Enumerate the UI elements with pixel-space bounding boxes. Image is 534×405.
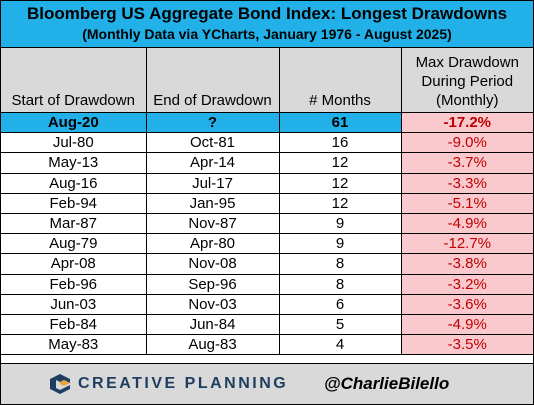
cell-months: 12 — [278, 152, 401, 174]
cell-start: Aug-79 — [1, 233, 146, 255]
cell-months: 9 — [278, 213, 401, 235]
cell-end: Aug-83 — [145, 334, 279, 356]
table-row: Apr-08 Nov-08 8 -3.8% — [1, 253, 533, 275]
cell-end: Sep-96 — [145, 274, 279, 295]
author-handle: @CharlieBilello — [324, 374, 450, 393]
cell-start: May-83 — [1, 334, 146, 356]
cell-max-drawdown: -3.7% — [400, 152, 533, 174]
table-body: Aug-20? 61 -17.2% Jul-80 Oct-81 16 -9.0% May-13… — [1, 112, 533, 356]
cell-max-drawdown: -9.0% — [400, 132, 533, 154]
title-banner: Bloomberg US Aggregate Bond Index: Longe… — [1, 1, 533, 48]
column-header-months: # Months — [278, 48, 401, 113]
cell-months: 4 — [278, 334, 401, 356]
cell-end: Oct-81 — [145, 132, 279, 154]
cell-months: 12 — [278, 173, 401, 194]
page-title: Bloomberg US Aggregate Bond Index: Longe… — [26, 4, 508, 23]
cell-months: 9 — [278, 233, 401, 255]
cell-end: Jan-95 — [145, 193, 279, 214]
footer-bar: CREATIVE PLANNING @CharlieBilello — [1, 363, 533, 404]
creative-planning-logo-icon — [49, 373, 71, 400]
cell-max-drawdown: -3.6% — [400, 294, 533, 315]
table-row: Mar-87 Nov-87 9 -4.9% — [1, 213, 533, 235]
cell-end: Apr-80 — [145, 233, 279, 255]
cell-months: 8 — [278, 274, 401, 295]
table-row: Jul-80 Oct-81 16 -9.0% — [1, 132, 533, 154]
cell-max-drawdown: -3.8% — [400, 253, 533, 275]
table-row: May-83 Aug-83 4 -3.5% — [1, 334, 533, 356]
cell-max-drawdown: -12.7% — [400, 233, 533, 255]
cell-start: Aug-20 — [1, 112, 146, 134]
cell-start: Mar-87 — [1, 213, 146, 235]
cell-end: Nov-03 — [145, 294, 279, 315]
cell-months: 8 — [278, 253, 401, 275]
cell-start: Feb-96 — [1, 274, 146, 295]
cell-end: Nov-87 — [145, 213, 279, 235]
cell-max-drawdown: -4.9% — [400, 314, 533, 336]
cell-end: Jul-17 — [145, 173, 279, 194]
column-header-max-drawdown: Max Drawdown During Period (Monthly) — [400, 48, 533, 113]
table-row: Aug-16 Jul-17 12 -3.3% — [1, 173, 533, 194]
column-header-start: Start of Drawdown — [1, 48, 146, 113]
table-row: Aug-20? 61 -17.2% — [1, 112, 533, 134]
cell-max-drawdown: -17.2% — [400, 112, 533, 134]
cell-start: Feb-84 — [1, 314, 146, 336]
cell-end: ? — [145, 112, 279, 134]
cell-start: Feb-94 — [1, 193, 146, 214]
table-row: Aug-79 Apr-80 9 -12.7% — [1, 233, 533, 255]
cell-max-drawdown: -4.9% — [400, 213, 533, 235]
cell-start: May-13 — [1, 152, 146, 174]
cell-start: Jul-80 — [1, 132, 146, 154]
table-row: May-13 Apr-14 12 -3.7% — [1, 152, 533, 174]
cell-months: 61 — [278, 112, 401, 134]
drawdown-table: Start of Drawdown End of Drawdown # Mont… — [1, 48, 533, 356]
page-subtitle: (Monthly Data via YCharts, January 1976 … — [82, 26, 452, 42]
cell-months: 6 — [278, 294, 401, 315]
cell-end: Apr-14 — [145, 152, 279, 174]
cell-max-drawdown: -3.2% — [400, 274, 533, 295]
cell-max-drawdown: -3.5% — [400, 334, 533, 356]
column-header-end: End of Drawdown — [145, 48, 279, 113]
cell-end: Jun-84 — [145, 314, 279, 336]
cell-months: 5 — [278, 314, 401, 336]
cell-start: Apr-08 — [1, 253, 146, 275]
cell-start: Jun-03 — [1, 294, 146, 315]
cell-max-drawdown: -3.3% — [400, 173, 533, 194]
table-row: Feb-84 Jun-84 5 -4.9% — [1, 314, 533, 336]
cell-months: 12 — [278, 193, 401, 214]
cell-start: Aug-16 — [1, 173, 146, 194]
table-row: Jun-03 Nov-03 6 -3.6% — [1, 294, 533, 315]
cell-months: 16 — [278, 132, 401, 154]
table-row: Feb-96 Sep-96 8 -3.2% — [1, 274, 533, 295]
cell-end: Nov-08 — [145, 253, 279, 275]
table-header-row: Start of Drawdown End of Drawdown # Mont… — [1, 48, 533, 113]
table-row: Feb-94 Jan-95 12 -5.1% — [1, 193, 533, 214]
brand-name: CREATIVE PLANNING — [78, 375, 289, 392]
cell-max-drawdown: -5.1% — [400, 193, 533, 214]
